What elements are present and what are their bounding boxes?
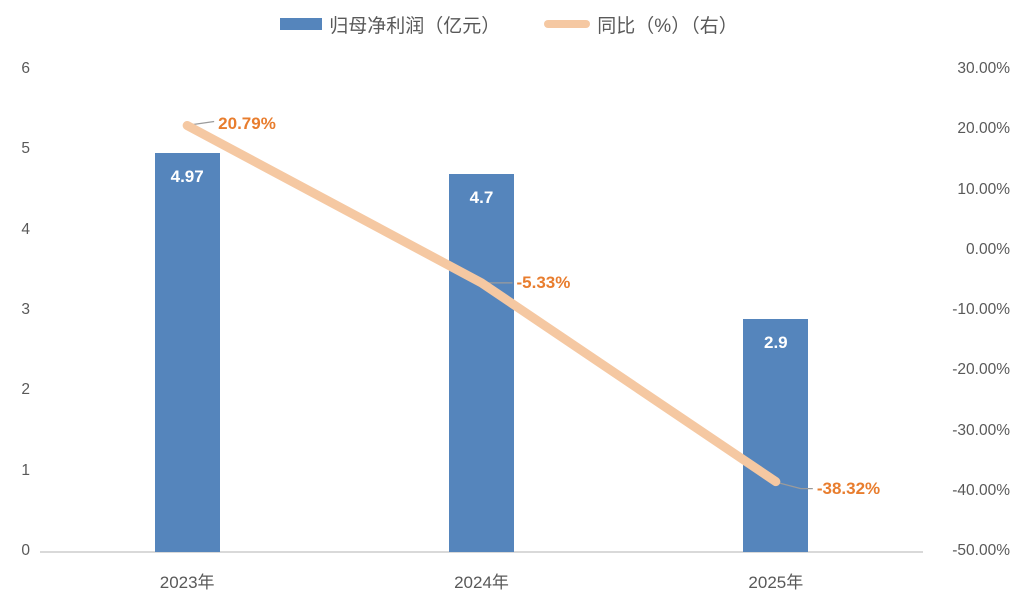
x-axis-line	[40, 551, 923, 553]
line-point-label: 20.79%	[218, 114, 276, 134]
bar-value-label: 4.7	[469, 188, 494, 208]
left-axis-tick-label: 2	[21, 381, 30, 399]
right-axis-tick-label: -20.00%	[952, 361, 1010, 379]
left-axis-tick-label: 6	[21, 60, 30, 77]
bar-2023年	[154, 152, 220, 552]
bar-2024年	[449, 174, 514, 552]
right-axis-tick-label: -10.00%	[952, 301, 1010, 318]
left-axis-tick-label: 4	[21, 220, 30, 238]
line-point-label: -5.33%	[516, 272, 571, 292]
bar-series-swatch-icon	[280, 18, 323, 30]
chart-legend: 归母净利润（亿元） 同比（%）（右）	[0, 8, 1018, 40]
right-axis-tick-label: 10.00%	[957, 180, 1010, 198]
legend-item-yoy-growth: 同比（%）（右）	[544, 11, 738, 38]
left-axis-tick-label: 0	[21, 542, 30, 559]
right-axis-tick-label: 20.00%	[957, 120, 1010, 138]
left-axis-tick-label: 3	[21, 301, 30, 318]
bar-2025年	[743, 319, 809, 552]
line-series-swatch-icon	[544, 20, 591, 28]
x-axis-category-label: 2023年	[159, 573, 215, 592]
legend-item-label: 同比（%）（右）	[597, 15, 738, 37]
right-axis-tick-label: 0.00%	[966, 240, 1010, 258]
right-axis-tick-label: -30.00%	[952, 421, 1010, 439]
bar-value-label: 4.97	[170, 166, 204, 186]
x-axis-category-label: 2025年	[748, 573, 804, 592]
right-axis-tick-label: 30.00%	[957, 60, 1010, 77]
legend-item-label: 归母净利润（亿元）	[329, 15, 501, 37]
left-axis-tick-label: 1	[21, 461, 30, 479]
data-label-leader-line	[186, 120, 215, 127]
right-axis-tick-label: -50.00%	[952, 542, 1010, 559]
x-axis-category-label: 2024年	[454, 573, 509, 592]
line-point-label: -38.32%	[816, 478, 881, 498]
right-axis-tick-label: -40.00%	[952, 481, 1010, 499]
bar-value-label: 2.9	[764, 333, 788, 353]
legend-item-net-profit: 归母净利润（亿元）	[280, 11, 500, 38]
left-axis-tick-label: 5	[21, 140, 30, 158]
